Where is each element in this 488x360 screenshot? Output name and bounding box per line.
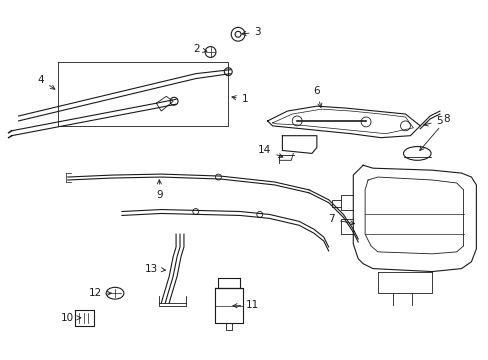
Text: 13: 13 [144,264,165,274]
Text: 12: 12 [88,288,111,298]
Text: 2: 2 [193,44,206,54]
Text: 5: 5 [423,116,442,126]
Text: 4: 4 [38,75,55,89]
Text: 8: 8 [419,114,449,150]
Text: 11: 11 [232,300,259,310]
Text: 1: 1 [231,94,248,104]
Text: 14: 14 [258,145,282,158]
Text: 9: 9 [156,180,163,200]
Text: 6: 6 [313,86,321,108]
Text: 7: 7 [327,215,354,225]
Text: 3: 3 [241,27,261,37]
Text: 10: 10 [61,313,81,323]
